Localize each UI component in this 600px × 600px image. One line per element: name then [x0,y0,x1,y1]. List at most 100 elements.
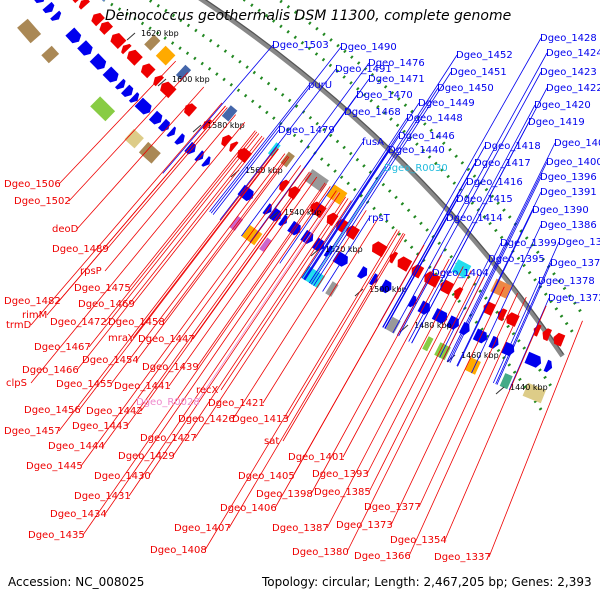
leader-line [30,102,223,326]
reverse-gene-arrow [506,312,520,327]
forward-gene-label: Dgeo_1379 [550,258,600,269]
reverse-gene-label: Dgeo_1442 [86,406,143,417]
feature-block-outer [259,237,272,253]
reverse-gene-label: Dgeo_1380 [292,547,349,558]
kbp-tick-mark [157,78,167,87]
reverse-gene-label: Dgeo_1444 [48,441,105,452]
kbp-tick-label: 1520 kbp [325,245,363,254]
reverse-gene-arrow [553,332,566,347]
leader-line [418,292,519,508]
reverse-gene-arrow [221,134,232,147]
leader-line [204,229,398,551]
reverse-gene-arrow [91,12,105,27]
leader-line [303,102,420,280]
reverse-gene-label: recX [196,385,219,396]
forward-gene-label: Dgeo_1428 [540,33,597,44]
leader-line [219,68,337,221]
leader-line [313,71,452,287]
leader-line [210,46,342,214]
leader-line [496,262,552,385]
forward-gene-label: Dgeo_1470 [356,90,413,101]
leader-line [384,198,458,329]
feature-block-inner [451,259,472,279]
forward-gene-label: Dgeo_1471 [368,74,425,85]
leader-line [398,272,434,337]
leader-line [322,217,370,292]
forward-gene-label: Dgeo_1378 [538,276,595,287]
forward-gene-label: Dgeo_1490 [340,42,397,53]
leader-line [492,280,540,384]
leader-line [342,258,450,458]
forward-gene-label: Dgeo_1476 [368,58,425,69]
leader-line [140,172,312,412]
reverse-gene-arrow [279,179,290,192]
leader-line [456,191,542,367]
forward-gene-arrow [128,92,140,103]
kbp-tick-label: 1620 kbp [141,29,179,38]
feature-block-outer [385,316,401,334]
genome-backbone-edge [204,0,564,355]
leader-line [104,114,237,272]
reverse-gene-label: Dgeo_1489 [52,244,109,255]
reverse-gene-label: Dgeo_1385 [314,487,371,498]
forward-gene-arrow [50,10,62,21]
forward-gene-label: Dgeo_1423 [540,67,597,78]
feature-block-inner [144,34,161,51]
reverse-gene-label: Dgeo_1434 [50,509,107,520]
label-leader-lines [30,37,583,558]
reverse-gene-label: Dgeo_1472 [50,317,107,328]
feature-block-outer [522,382,546,404]
forward-gene-arrow [488,335,499,349]
forward-gene-label: Dgeo_1396 [540,172,597,183]
leader-line [82,183,327,536]
reverse-gene-arrow [424,271,441,288]
feature-block-outer [17,18,42,44]
reverse-gene-label: Dgeo_1429 [118,451,175,462]
leader-line [58,60,176,185]
forward-gene-label: Dgeo_1391 [540,187,597,198]
reverse-gene-label: mraY [108,333,135,344]
feature-block-outer [422,336,434,352]
reverse-gene-arrow [110,33,127,49]
leader-line [408,104,536,342]
reverse-gene-label: Dgeo_1393 [312,469,369,480]
reverse-gene-label: Dgeo_1337 [434,552,491,563]
reverse-gene-label: Dgeo_1454 [82,355,139,366]
reverse-gene-label: Dgeo_1435 [28,530,85,541]
forward-gene-arrow [89,53,107,70]
reverse-gene-arrow [542,328,552,342]
reverse-gene-label: Dgeo_1373 [336,520,393,531]
leader-line [110,153,286,385]
forward-gene-label: Dgeo_1440 [388,145,445,156]
reverse-gene-arrow [121,43,132,55]
forward-gene-label: Dgeo_1415 [456,194,513,205]
forward-gene-label: purU [308,80,332,91]
forward-gene-arrow [134,97,152,115]
leader-line [390,286,505,526]
reverse-gene-label: deoD [52,224,79,235]
kbp-tick-mark [192,124,202,133]
forward-gene-arrow [543,359,553,373]
leader-line [76,135,263,371]
leader-line [446,142,556,362]
leader-line [457,209,534,367]
forward-gene-label: Dgeo_1420 [534,100,591,111]
leader-line [172,196,347,457]
forward-gene-label: Dgeo_1390 [532,205,589,216]
reverse-gene-label: Dgeo_1447 [138,334,195,345]
forward-gene-arrow [201,156,211,167]
reverse-gene-label: Dgeo_1455 [56,379,113,390]
reverse-gene-label: Dgeo_1467 [34,342,91,353]
reverse-gene-label: Dgeo_1406 [220,503,277,514]
reverse-gene-label: Dgeo_1407 [174,523,231,534]
leader-line [262,217,379,404]
leader-line [162,155,289,323]
reverse-gene-label: Dgeo_1427 [140,433,197,444]
forward-gene-label: Dgeo_1395 [488,254,545,265]
reverse-gene-label: Dgeo_1421 [208,398,265,409]
forward-gene-arrow [332,251,348,267]
forward-gene-arrow [524,351,542,368]
leader-line [448,161,548,363]
feature-block-outer [325,281,339,297]
reverse-gene-arrow [153,75,164,87]
